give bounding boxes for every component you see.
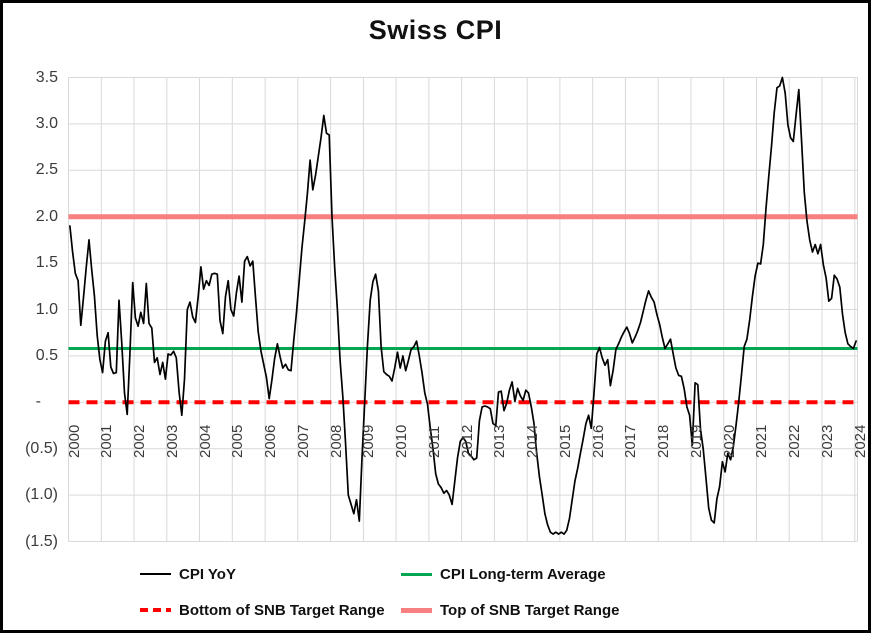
legend-label: CPI Long-term Average — [440, 565, 606, 583]
y-axis-tick-label: (1.0) — [25, 486, 58, 503]
cpi-chart-canvas — [68, 76, 858, 542]
y-axis-tick-label: 3.5 — [35, 69, 58, 86]
y-axis-tick-label: (0.5) — [25, 440, 58, 457]
y-axis-tick-label: 2.5 — [35, 161, 58, 178]
average-line-swatch — [401, 572, 432, 576]
legend-label: Bottom of SNB Target Range — [179, 601, 385, 619]
x-axis-year-label: 2017 — [622, 424, 639, 458]
x-axis-year-label: 2006 — [262, 424, 279, 458]
legend-item-cpi-yoy: CPI YoY — [140, 565, 236, 583]
y-axis-tick-label: (1.5) — [25, 533, 58, 550]
x-axis-year-label: 2024 — [852, 424, 869, 458]
x-axis-year-label: 2007 — [295, 424, 312, 458]
legend-item-top-target: Top of SNB Target Range — [401, 601, 619, 619]
x-axis-year-label: 2014 — [524, 424, 541, 458]
legend-item-long-term-average: CPI Long-term Average — [401, 565, 606, 583]
x-axis-year-label: 2016 — [590, 424, 607, 458]
x-axis-year-label: 2009 — [360, 424, 377, 458]
y-axis-tick-label: 1.0 — [35, 301, 58, 318]
cpi-yoy-line — [69, 76, 857, 535]
x-axis-year-label: 2010 — [393, 424, 410, 458]
x-axis-year-label: 2002 — [131, 424, 148, 458]
y-axis-tick-label: 0.5 — [35, 347, 58, 364]
x-axis-year-label: 2012 — [459, 424, 476, 458]
x-axis-year-label: 2008 — [328, 424, 345, 458]
x-axis-year-label: 2015 — [557, 424, 574, 458]
bottom-target-line-swatch — [140, 608, 171, 612]
y-axis-tick-label: 3.0 — [35, 115, 58, 132]
x-axis-year-label: 2023 — [819, 424, 836, 458]
x-axis-year-label: 2004 — [197, 424, 214, 458]
y-axis-tick-label: 1.5 — [35, 254, 58, 271]
top-target-line-swatch — [401, 607, 432, 613]
legend-label: Top of SNB Target Range — [440, 601, 620, 619]
x-axis-year-label: 2022 — [786, 424, 803, 458]
legend-item-bottom-target: Bottom of SNB Target Range — [140, 601, 385, 619]
x-axis-year-label: 2005 — [229, 424, 246, 458]
y-axis-tick-label: 2.0 — [35, 208, 58, 225]
x-axis-year-label: 2001 — [98, 424, 115, 458]
legend-label: CPI YoY — [179, 565, 236, 583]
x-axis-year-label: 2000 — [66, 424, 83, 458]
x-axis-year-label: 2019 — [688, 424, 705, 458]
x-axis-year-label: 2020 — [721, 424, 738, 458]
x-axis-year-label: 2021 — [753, 424, 770, 458]
cpi-yoy-line-swatch — [140, 573, 171, 575]
x-axis-year-label: 2013 — [491, 424, 508, 458]
x-axis-year-label: 2011 — [426, 425, 443, 458]
y-axis-tick-label: - — [35, 393, 41, 410]
chart-title: Swiss CPI — [368, 15, 503, 45]
x-axis-year-label: 2018 — [655, 424, 672, 458]
x-axis-year-label: 2003 — [164, 424, 181, 458]
